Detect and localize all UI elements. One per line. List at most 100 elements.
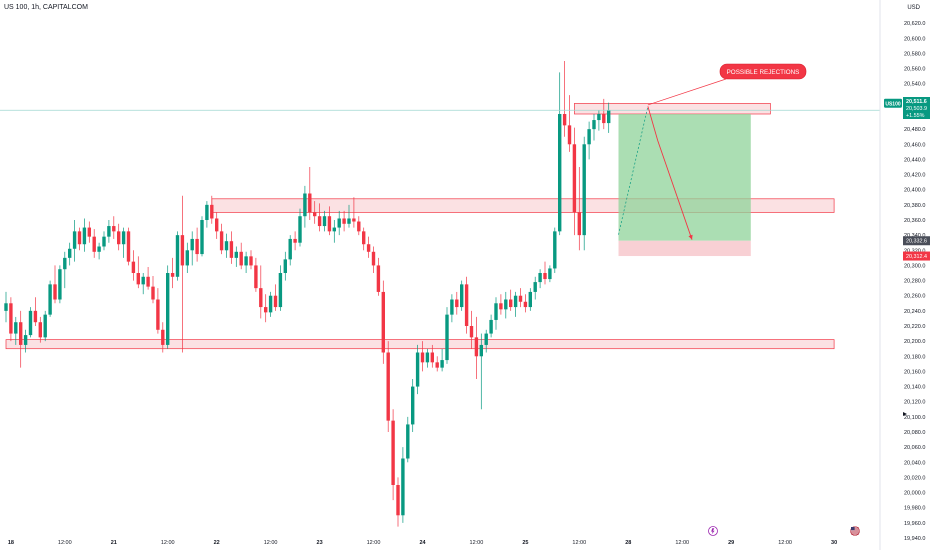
candle: [92, 229, 96, 258]
candle: [249, 250, 253, 270]
time-tick-label: 12:00: [778, 540, 792, 546]
projection-arrow-line[interactable]: [647, 106, 693, 240]
flag-canton: [851, 527, 855, 531]
callout-box[interactable]: [719, 63, 807, 80]
candle: [264, 294, 268, 323]
candle-body: [9, 303, 13, 334]
candle: [577, 167, 581, 251]
stop-price-label: 20,312.4: [906, 254, 927, 260]
callout-pointer: [647, 78, 727, 106]
candle-body: [288, 238, 292, 260]
position-stop-area[interactable]: [618, 240, 751, 257]
time-axis: 18 12:00 21 12:00 22 12:00 23 12:00 24 12:00 25 12:…: [8, 526, 860, 546]
time-tick-label: 24: [419, 540, 426, 546]
candle-body: [460, 284, 464, 308]
candle: [229, 231, 234, 264]
price-tick-label: 20,140.0: [904, 385, 925, 391]
candle: [219, 223, 224, 255]
candle-body: [205, 204, 209, 220]
candle: [435, 356, 439, 372]
price-tick-label: 20,620.0: [904, 21, 925, 27]
price-tick-label: 20,420.0: [904, 173, 925, 179]
candle: [68, 242, 72, 266]
current-price-tag[interactable]: [903, 97, 930, 119]
candle-body: [371, 251, 376, 266]
candle: [528, 288, 532, 311]
target-price-tag[interactable]: [903, 236, 930, 246]
candle: [548, 265, 552, 283]
candle: [562, 61, 567, 137]
price-tick-label: 20,560.0: [904, 67, 925, 73]
candle: [366, 236, 371, 258]
time-tick-label: 12:00: [161, 540, 175, 546]
candle: [33, 297, 38, 326]
price-tick-label: 20,340.0: [904, 233, 925, 239]
candle-body: [558, 114, 562, 232]
candle-body: [58, 269, 62, 300]
candle: [268, 291, 273, 317]
stop-price-tag[interactable]: [903, 251, 930, 261]
price-tick-label: 20,440.0: [904, 157, 925, 163]
price-tick-label: 20,600.0: [904, 36, 925, 42]
candle: [513, 291, 518, 317]
candle-body: [430, 352, 434, 363]
candle-body: [420, 352, 425, 363]
candle-body: [156, 299, 160, 330]
candle-body: [121, 231, 126, 245]
price-tick-label: 19,960.0: [904, 521, 925, 527]
candle-body: [562, 114, 567, 126]
candle-body: [376, 265, 381, 292]
projection-dashed-line[interactable]: [618, 106, 649, 235]
time-tick-label: 25: [522, 540, 528, 546]
candle-body: [141, 276, 145, 285]
candle-body: [146, 276, 150, 287]
flag-stripe: [851, 529, 859, 531]
candle: [504, 291, 508, 319]
candle: [415, 344, 420, 395]
event-icon[interactable]: [708, 526, 718, 536]
candle: [499, 294, 503, 315]
price-tick-label: 20,320.0: [904, 248, 925, 254]
candle-body: [298, 216, 302, 243]
us-flag-icon[interactable]: [850, 526, 860, 536]
candle: [38, 316, 42, 343]
candle: [401, 447, 405, 523]
candle-body: [479, 344, 483, 357]
candle: [322, 210, 327, 232]
symbol-tag[interactable]: [884, 98, 902, 108]
currency-label[interactable]: USD: [907, 5, 920, 11]
candle: [489, 314, 493, 338]
candle-body: [102, 236, 106, 247]
candle: [72, 220, 77, 262]
candle-body: [484, 333, 488, 345]
symbol-tag-label: US100: [885, 102, 901, 108]
candle-body: [77, 231, 82, 245]
time-tick-label: 23: [317, 540, 323, 546]
zone-support-zone[interactable]: [5, 339, 835, 350]
candle: [308, 167, 312, 220]
candle-body: [68, 248, 72, 258]
candle-body: [572, 144, 577, 213]
price-tick-label: 20,100.0: [904, 415, 925, 421]
position-profit-area[interactable]: [618, 114, 751, 241]
candle-body: [528, 291, 532, 308]
candle: [469, 310, 474, 349]
candle: [509, 289, 513, 311]
candle: [244, 251, 248, 273]
candle: [317, 203, 322, 232]
candle-body: [597, 114, 601, 121]
candle: [210, 195, 214, 224]
callout-label: POSSIBLE REJECTIONS: [727, 69, 800, 76]
candle-body: [607, 110, 611, 124]
change-pct-label: +1.55%: [906, 113, 925, 119]
candle-body: [523, 301, 528, 308]
candle-body: [513, 295, 518, 308]
overlay-layer: POSSIBLE REJECTIONS: [0, 63, 880, 240]
candle-body: [504, 299, 508, 310]
price-tick-label: 20,220.0: [904, 324, 925, 330]
candle-body: [53, 284, 57, 300]
candle: [180, 195, 185, 353]
price-tick-label: 20,180.0: [904, 354, 925, 360]
candle-body: [352, 218, 356, 222]
